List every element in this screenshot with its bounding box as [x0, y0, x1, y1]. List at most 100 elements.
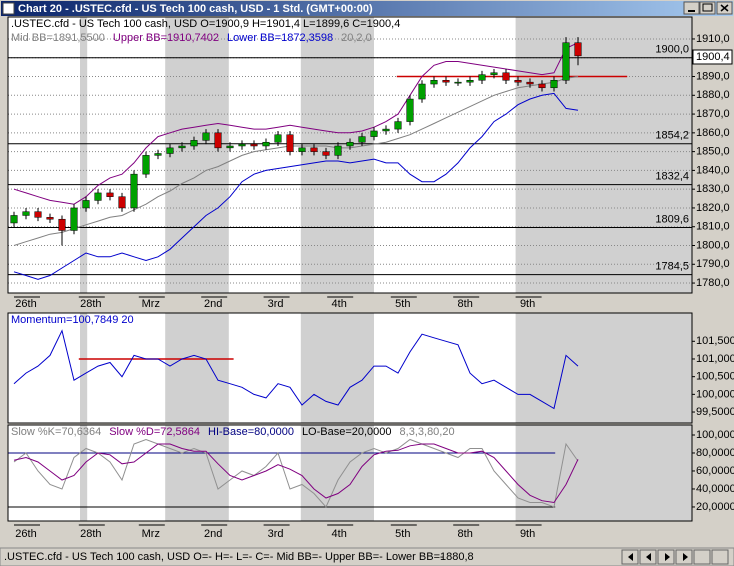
window-buttons[interactable]	[683, 1, 733, 15]
candle-body	[226, 145, 234, 149]
candle-body	[34, 211, 42, 218]
x-tick-label: 4th	[332, 528, 347, 540]
level-label: 1809,6	[655, 213, 689, 225]
status-value: 1880,8	[440, 551, 474, 563]
candle-body	[346, 141, 354, 147]
zoom-out-button[interactable]	[711, 549, 729, 565]
minimize-button[interactable]	[683, 1, 700, 15]
candle-body	[130, 173, 138, 209]
session-shade	[515, 425, 692, 521]
series-line	[13, 76, 579, 246]
plot-layer	[8, 438, 579, 508]
candle-body	[238, 143, 246, 147]
candle-body	[310, 147, 318, 152]
plot-frame	[7, 424, 693, 522]
candle-body	[70, 207, 78, 231]
candle-body	[430, 80, 438, 85]
candle-body	[418, 83, 426, 100]
legend-entry: Upper BB=1910,7402	[113, 32, 219, 44]
candle-body	[178, 145, 186, 149]
session-shade	[165, 17, 229, 293]
legend-entry: Slow %D=72,5864	[109, 426, 200, 438]
panel: 1780,0 1790,0 1800,0 1810,0 1820,0 1830,0 1840…	[7, 16, 733, 310]
legend-entry: Slow %K=70,6364	[11, 426, 101, 438]
y-tick-label: 60,0000	[696, 465, 734, 477]
chart-header: .USTEC.cfd - US Tech 100 cash, USD O=190…	[11, 18, 400, 30]
candle-body	[10, 215, 18, 224]
session-shade	[80, 17, 88, 293]
candle-body	[358, 136, 366, 143]
x-tick-label: 2nd	[204, 298, 222, 310]
panel: 99,5000 100,0000 100,5000 101,0000 101,5000 M…	[7, 312, 734, 424]
x-tick-label: 26th	[15, 298, 36, 310]
candle-body	[550, 80, 558, 89]
y-tick-label: 20,0000	[696, 501, 734, 513]
scroll-buttons[interactable]	[621, 549, 729, 565]
candle-body	[466, 80, 474, 83]
y-tick-label: 101,5000	[696, 335, 734, 347]
session-shade	[515, 313, 692, 423]
session-shade	[80, 313, 88, 423]
y-tick-label: 80,0000	[696, 447, 734, 459]
panel: 20,0000 40,0000 60,0000 80,0000 100,0000 Slow…	[7, 424, 734, 540]
candle-body	[190, 140, 198, 147]
candle-body	[334, 145, 342, 156]
candle-body	[250, 143, 258, 147]
y-tick-label: 1790,0	[696, 258, 730, 270]
candle-body	[154, 153, 162, 156]
candle-body	[286, 134, 294, 152]
candle-body	[526, 81, 534, 85]
window-icon	[2, 2, 15, 15]
plot-layer	[8, 37, 692, 284]
x-tick-label: 28th	[80, 298, 101, 310]
candle-body	[394, 121, 402, 130]
y-tick-label: 1840,0	[696, 164, 730, 176]
y-tick-label: 1860,0	[696, 127, 730, 139]
plots: 1780,0 1790,0 1800,0 1810,0 1820,0 1830,0 1840…	[7, 16, 734, 540]
last-price-label: 1900,4	[696, 51, 730, 63]
y-tick-label: 1870,0	[696, 108, 730, 120]
y-tick-label: 99,5000	[696, 406, 734, 418]
x-tick-label: 3rd	[268, 298, 284, 310]
candle-body	[298, 147, 306, 152]
legend-entry: Lower BB=1872,3598	[227, 32, 333, 44]
legend-entry: Momentum=100,7849 20	[11, 314, 134, 326]
series-line	[13, 42, 579, 205]
candle-body	[106, 192, 114, 197]
candle-body	[82, 200, 90, 209]
y-tick-label: 101,0000	[696, 353, 734, 365]
candle-body	[46, 217, 54, 220]
y-tick-label: 100,0000	[696, 429, 734, 441]
candle-body	[274, 134, 282, 143]
level-label: 1900,0	[655, 44, 689, 56]
candle-body	[202, 132, 210, 141]
y-tick-label: 100,0000	[696, 388, 734, 400]
x-tick-label: 4th	[332, 298, 347, 310]
y-tick-label: 1890,0	[696, 70, 730, 82]
candle-body	[514, 80, 522, 83]
candle-body	[502, 72, 510, 81]
candle-body	[214, 132, 222, 149]
x-tick-label: 3rd	[268, 528, 284, 540]
y-tick-label: 100,5000	[696, 371, 734, 383]
y-tick-label: 1830,0	[696, 183, 730, 195]
candle-body	[538, 83, 546, 89]
y-tick-label: 1810,0	[696, 221, 730, 233]
x-tick-label: Mrz	[142, 298, 160, 310]
x-tick-label: 2nd	[204, 528, 222, 540]
x-tick-label: 8th	[458, 298, 473, 310]
status-text: .USTEC.cfd - US Tech 100 cash, USD O=- H…	[4, 551, 444, 563]
session-shade	[80, 425, 88, 521]
legend-entry: LO-Base=20,0000	[302, 426, 392, 438]
x-tick-label: 28th	[80, 528, 101, 540]
candle-body	[94, 192, 102, 201]
y-tick-label: 40,0000	[696, 483, 734, 495]
close-icon	[720, 4, 729, 12]
session-shade	[300, 425, 374, 521]
plot-frame	[7, 312, 693, 424]
zoom-in-button[interactable]	[693, 549, 711, 565]
level-label: 1832,4	[655, 171, 689, 183]
candle-body	[166, 147, 174, 154]
